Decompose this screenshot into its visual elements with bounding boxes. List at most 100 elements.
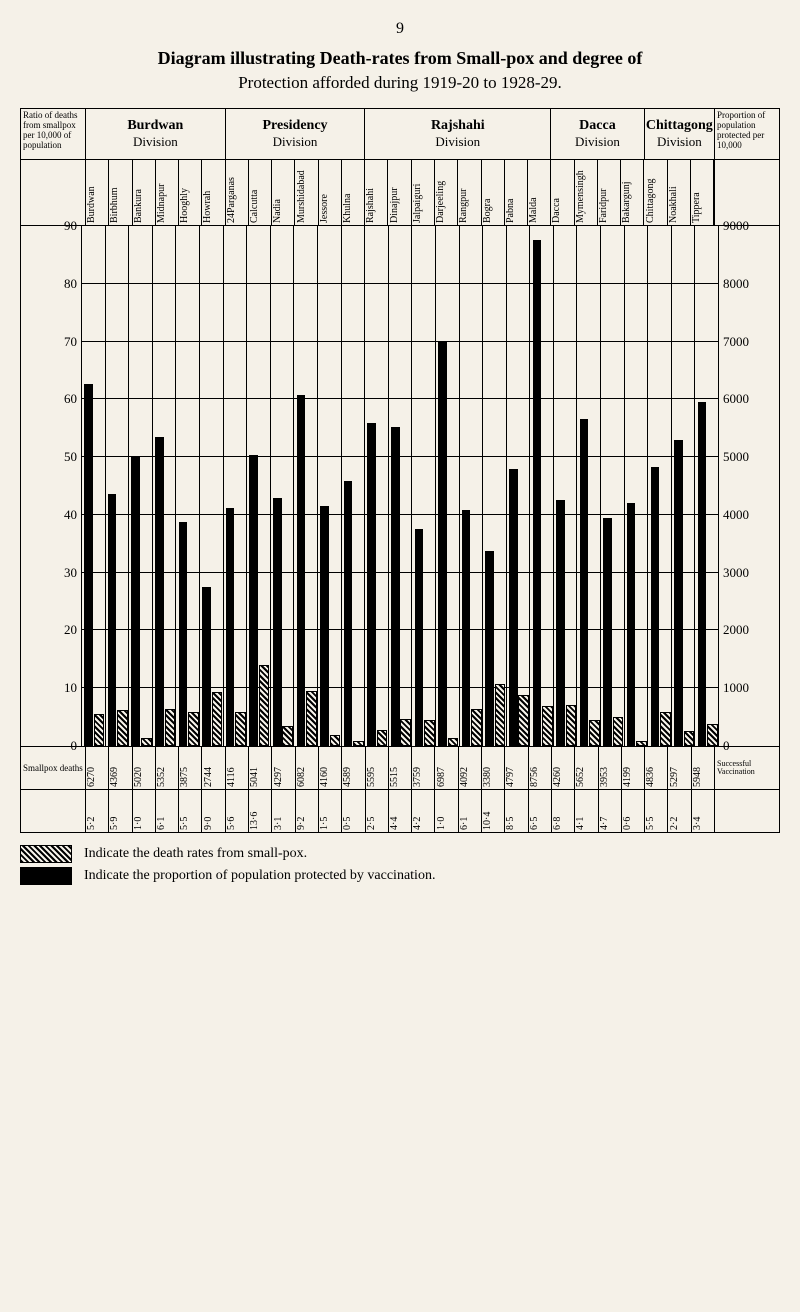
protection-value: 4260 [552, 747, 575, 789]
bar-slot [153, 226, 177, 746]
protection-bar [273, 498, 282, 746]
deathrate-value: 4·4 [389, 790, 412, 832]
deathrate-value: 8·5 [505, 790, 528, 832]
legend-hatched-swatch [20, 845, 72, 863]
district-cell: Jessore [319, 160, 342, 225]
deathrate-value: 9·2 [296, 790, 319, 832]
protection-value: 5041 [249, 747, 272, 789]
protection-bar [415, 529, 424, 746]
district-cell: Rangpur [458, 160, 481, 225]
legend: Indicate the death rates from small-pox.… [20, 845, 780, 885]
protection-bar [297, 395, 306, 746]
bar-slot [672, 226, 696, 746]
protection-value: 4297 [272, 747, 295, 789]
bar-slot [412, 226, 436, 746]
deathrate-value: 5·6 [226, 790, 249, 832]
deathrate-value: 1·0 [133, 790, 156, 832]
protection-bar [509, 469, 518, 746]
bar-slot [271, 226, 295, 746]
deathrate-bar [518, 695, 529, 746]
district-cell: Darjeeling [435, 160, 458, 225]
bar-slot [342, 226, 366, 746]
protection-bar [651, 467, 660, 746]
deathrate-value: 2·5 [366, 790, 389, 832]
bar-slot [176, 226, 200, 746]
district-cell: Tippera [691, 160, 714, 225]
protection-value: 5297 [668, 747, 691, 789]
deathrate-bar [424, 720, 435, 746]
protection-bar [249, 455, 258, 746]
chart-title: Diagram illustrating Death-rates from Sm… [20, 48, 780, 69]
bar-slot [365, 226, 389, 746]
y-tick-right: 8000 [723, 276, 749, 292]
protection-value: 5595 [366, 747, 389, 789]
protection-value: 4092 [459, 747, 482, 789]
bar-slot [436, 226, 460, 746]
deathrate-value: 1·0 [435, 790, 458, 832]
deathrate-value: 4·2 [412, 790, 435, 832]
deathrate-bar [165, 709, 176, 746]
bar-slot [224, 226, 248, 746]
protection-value: 5948 [692, 747, 714, 789]
deathrate-value: 5·9 [109, 790, 132, 832]
protection-row: Smallpox deaths 627043695020535238752744… [21, 746, 779, 789]
district-cell: Malda [528, 160, 551, 225]
y-tick-right: 4000 [723, 507, 749, 523]
blank-left [21, 790, 86, 832]
deathrate-bar [377, 730, 388, 746]
protection-bar [320, 506, 329, 746]
deathrate-value: 0·5 [342, 790, 365, 832]
bar-slot [530, 226, 554, 746]
district-left-label [21, 160, 86, 225]
y-tick-right: 3000 [723, 565, 749, 581]
y-tick-left: 80 [64, 276, 77, 292]
district-cell: Murshidabad [295, 160, 318, 225]
deathrate-value: 0·6 [622, 790, 645, 832]
district-cell: Noakhali [668, 160, 691, 225]
bars-area [82, 226, 718, 746]
deathrate-bar [684, 731, 695, 746]
bar-slot [247, 226, 271, 746]
deathrate-bar [353, 741, 364, 746]
y-tick-right: 6000 [723, 391, 749, 407]
y-tick-left: 60 [64, 391, 77, 407]
protection-value: 4199 [622, 747, 645, 789]
deathrate-bar [259, 665, 270, 746]
chart-bars-area: 0102030405060708090 01000200030004000500… [21, 226, 779, 746]
protection-value: 5515 [389, 747, 412, 789]
district-cell: Faridpur [598, 160, 621, 225]
deathrate-bar [495, 684, 506, 746]
deathrate-value: 5·5 [645, 790, 668, 832]
district-cell: 24Parganas [226, 160, 249, 225]
district-cell: Dacca [551, 160, 574, 225]
y-axis-left: 0102030405060708090 [21, 226, 82, 746]
protection-value: 4836 [645, 747, 668, 789]
district-cell: Pabna [505, 160, 528, 225]
deathrate-bar [188, 712, 199, 746]
bar-slot [648, 226, 672, 746]
protection-value: 5020 [133, 747, 156, 789]
y-tick-right: 9000 [723, 218, 749, 234]
protection-bar [462, 510, 471, 746]
district-cell: Howrah [202, 160, 225, 225]
division-header: PresidencyDivision [226, 109, 366, 159]
protection-value: 8756 [529, 747, 552, 789]
protection-bar [367, 423, 376, 746]
y-tick-left: 20 [64, 622, 77, 638]
protection-value: 6987 [435, 747, 458, 789]
deathrate-value: 6·5 [529, 790, 552, 832]
deathrate-bar [471, 709, 482, 746]
y-tick-right: 1000 [723, 680, 749, 696]
y-axis-right: 0100020003000400050006000700080009000 [718, 226, 779, 746]
bar-slot [294, 226, 318, 746]
protection-bar [556, 500, 565, 746]
division-header: BurdwanDivision [86, 109, 226, 159]
district-cell: Birbhum [109, 160, 132, 225]
district-cell: Khulna [342, 160, 365, 225]
protection-bar [603, 518, 612, 746]
division-header: RajshahiDivision [365, 109, 551, 159]
deathrate-bar [330, 735, 341, 746]
deathrate-bar [117, 710, 128, 746]
deathrate-value: 6·8 [552, 790, 575, 832]
bar-slot [483, 226, 507, 746]
